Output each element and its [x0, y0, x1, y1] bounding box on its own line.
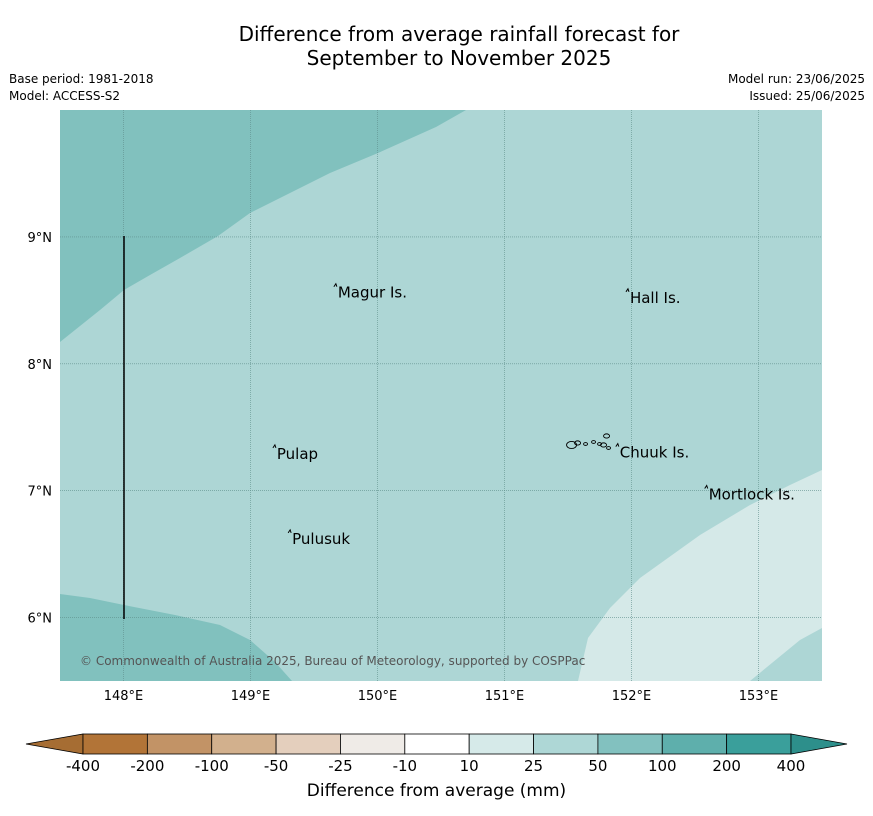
island-markers	[272, 282, 709, 534]
colorbar-segment	[533, 733, 599, 755]
map-title: Difference from average rainfall forecas…	[0, 22, 873, 70]
colorbar-segment	[404, 733, 470, 755]
place-labels: Magur Is. Hall Is. Pulap Chuuk Is. Mortlock …	[277, 284, 795, 548]
colorbar-tick-label: -50	[264, 757, 289, 775]
colorbar-extend-low	[25, 733, 84, 755]
colorbar-tick-label: 400	[777, 757, 806, 775]
zone-50-100-south	[60, 594, 292, 681]
chuuk-islet	[597, 442, 603, 446]
place-label: Hall Is.	[630, 289, 681, 307]
colorbar-segment	[661, 733, 728, 755]
model-text: Model: ACCESS-S2	[9, 89, 121, 103]
colorbar-segment	[340, 733, 406, 755]
colorbar-tick-label: -200	[130, 757, 164, 775]
map-frame: Magur Is. Hall Is. Pulap Chuuk Is. Mortlock …	[60, 110, 822, 681]
copyright-text: © Commonwealth of Australia 2025, Bureau…	[80, 654, 585, 668]
island-mark	[615, 442, 620, 447]
colorbar-tick-label: 10	[460, 757, 479, 775]
lon-tick-label: 149°E	[231, 689, 271, 704]
meta-right: Model run: 23/06/2025 Issued: 25/06/2025	[728, 71, 865, 105]
colorbar-segment	[597, 733, 663, 755]
chuuk-islet	[600, 442, 608, 448]
zone-10-25	[578, 470, 822, 681]
chuuk-islet	[591, 440, 597, 444]
lon-tick-label: 151°E	[485, 689, 525, 704]
title-line-2: September to November 2025	[306, 46, 612, 70]
model-run-text: Model run: 23/06/2025	[727, 72, 865, 86]
island-mark	[287, 528, 292, 534]
colorbar-segment	[211, 733, 277, 755]
lat-tick-label: 8°N	[28, 358, 53, 373]
colorbar-tick-label: -10	[393, 757, 418, 775]
colorbar-tick-label: -400	[66, 757, 100, 775]
island-mark	[272, 443, 277, 449]
island-mark	[625, 287, 630, 293]
colorbar: -400 -200 -100 -50 -25 -10 10 25 50 100 200 400	[25, 733, 848, 775]
chuuk-islet	[574, 440, 582, 446]
lon-tick-label: 150°E	[358, 689, 398, 704]
place-label: Mortlock Is.	[709, 485, 795, 503]
colorbar-segment	[726, 733, 792, 755]
issued-text: Issued: 25/06/2025	[749, 89, 865, 103]
gridlines	[60, 110, 822, 681]
chuuk-islet	[603, 433, 611, 439]
base-period-text: Base period: 1981-2018	[9, 72, 154, 86]
colorbar-tick-label: 25	[524, 757, 543, 775]
place-label: Pulap	[277, 445, 318, 463]
lat-tick-labels: 9°N 8°N 7°N 6°N	[28, 231, 53, 627]
lon-tick-label: 148°E	[104, 689, 144, 704]
chuuk-islet	[583, 442, 589, 446]
colorbar-tick-label: -25	[328, 757, 353, 775]
colorbar-tick-label: 50	[588, 757, 607, 775]
place-label: Chuuk Is.	[620, 444, 689, 462]
colorbar-segment	[146, 733, 213, 755]
chuuk-islet	[606, 446, 612, 450]
zone-50-100-north	[60, 110, 466, 342]
colorbar-tick-label: 100	[648, 757, 677, 775]
colorbar-tick-label: -100	[195, 757, 229, 775]
island-mark	[704, 484, 709, 489]
place-label: Magur Is.	[338, 284, 407, 302]
colorbar-segment	[82, 733, 148, 755]
lon-tick-labels: 148°E 149°E 150°E 151°E 152°E 153°E	[104, 689, 779, 704]
colorbar-tick-label: 200	[712, 757, 741, 775]
meta-left: Base period: 1981-2018 Model: ACCESS-S2	[9, 71, 154, 105]
title-line-1: Difference from average rainfall forecas…	[238, 22, 680, 46]
island-mark	[333, 282, 338, 287]
place-label: Pulusuk	[292, 530, 350, 548]
lon-tick-label: 153°E	[739, 689, 779, 704]
colorbar-segment	[468, 733, 534, 755]
lat-tick-label: 7°N	[28, 485, 53, 500]
colorbar-label: Difference from average (mm)	[306, 781, 567, 801]
lat-tick-label: 9°N	[28, 231, 53, 246]
lat-tick-label: 6°N	[28, 612, 53, 627]
lon-tick-label: 152°E	[612, 689, 652, 704]
colorbar-extend-high	[790, 733, 848, 755]
colorbar-segment	[275, 733, 341, 755]
